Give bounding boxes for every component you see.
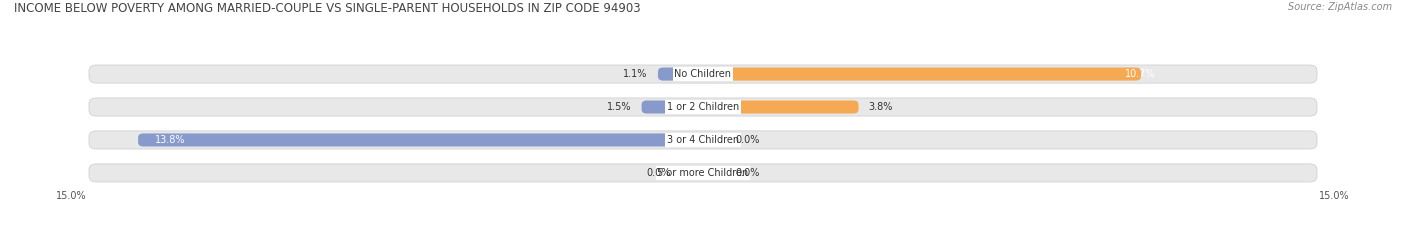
Text: 3 or 4 Children: 3 or 4 Children: [666, 135, 740, 145]
FancyBboxPatch shape: [89, 164, 1317, 182]
FancyBboxPatch shape: [703, 134, 727, 147]
Text: 0.0%: 0.0%: [645, 168, 671, 178]
Text: 1.1%: 1.1%: [623, 69, 648, 79]
FancyBboxPatch shape: [703, 100, 859, 113]
FancyBboxPatch shape: [703, 166, 727, 179]
Text: INCOME BELOW POVERTY AMONG MARRIED-COUPLE VS SINGLE-PARENT HOUSEHOLDS IN ZIP COD: INCOME BELOW POVERTY AMONG MARRIED-COUPL…: [14, 2, 641, 15]
Text: 5 or more Children: 5 or more Children: [658, 168, 748, 178]
Text: 3.8%: 3.8%: [869, 102, 893, 112]
Text: 13.8%: 13.8%: [155, 135, 186, 145]
Text: No Children: No Children: [675, 69, 731, 79]
Text: 10.7%: 10.7%: [1125, 69, 1156, 79]
Text: 15.0%: 15.0%: [1319, 191, 1350, 201]
FancyBboxPatch shape: [641, 100, 703, 113]
Text: 1.5%: 1.5%: [607, 102, 631, 112]
FancyBboxPatch shape: [703, 68, 1142, 81]
FancyBboxPatch shape: [138, 134, 703, 147]
FancyBboxPatch shape: [658, 68, 703, 81]
Text: Source: ZipAtlas.com: Source: ZipAtlas.com: [1288, 2, 1392, 12]
Text: 0.0%: 0.0%: [735, 168, 761, 178]
Text: 15.0%: 15.0%: [56, 191, 87, 201]
Text: 0.0%: 0.0%: [735, 135, 761, 145]
FancyBboxPatch shape: [89, 98, 1317, 116]
FancyBboxPatch shape: [89, 65, 1317, 83]
Text: 1 or 2 Children: 1 or 2 Children: [666, 102, 740, 112]
FancyBboxPatch shape: [89, 131, 1317, 149]
FancyBboxPatch shape: [679, 166, 703, 179]
